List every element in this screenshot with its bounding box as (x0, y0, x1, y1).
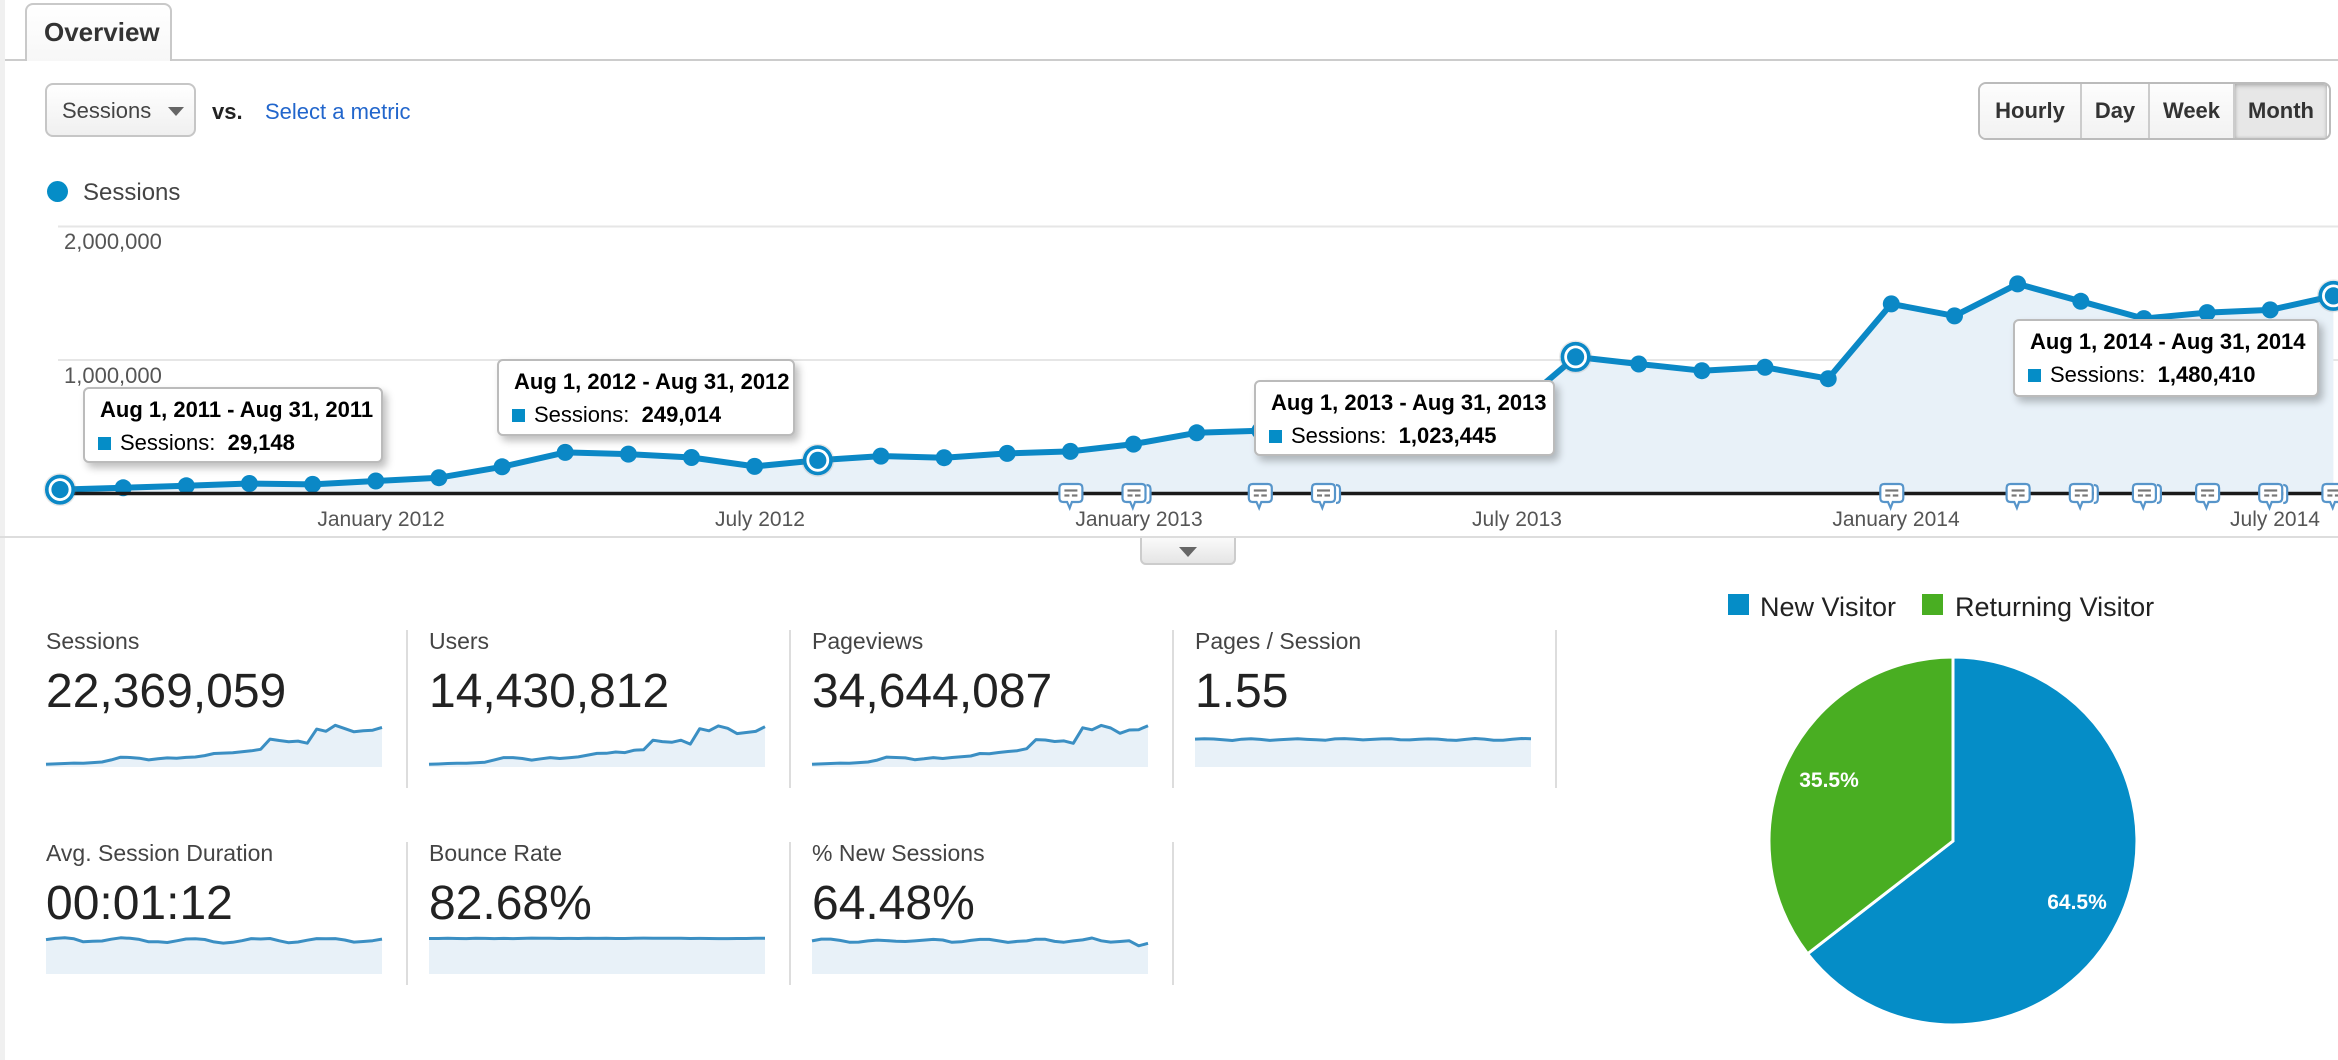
svg-text:2,000,000: 2,000,000 (64, 229, 162, 254)
svg-text:64.5%: 64.5% (2047, 891, 2107, 914)
svg-text:35.5%: 35.5% (1799, 769, 1859, 792)
svg-text:January 2013: January 2013 (1075, 508, 1202, 531)
svg-text:January 2012: January 2012 (317, 508, 444, 531)
svg-text:July 2014: July 2014 (2230, 508, 2320, 531)
svg-text:January 2014: January 2014 (1832, 508, 1960, 531)
svg-text:July 2013: July 2013 (1472, 508, 1562, 531)
svg-text:1,000,000: 1,000,000 (64, 363, 162, 388)
svg-text:July 2012: July 2012 (715, 508, 805, 531)
